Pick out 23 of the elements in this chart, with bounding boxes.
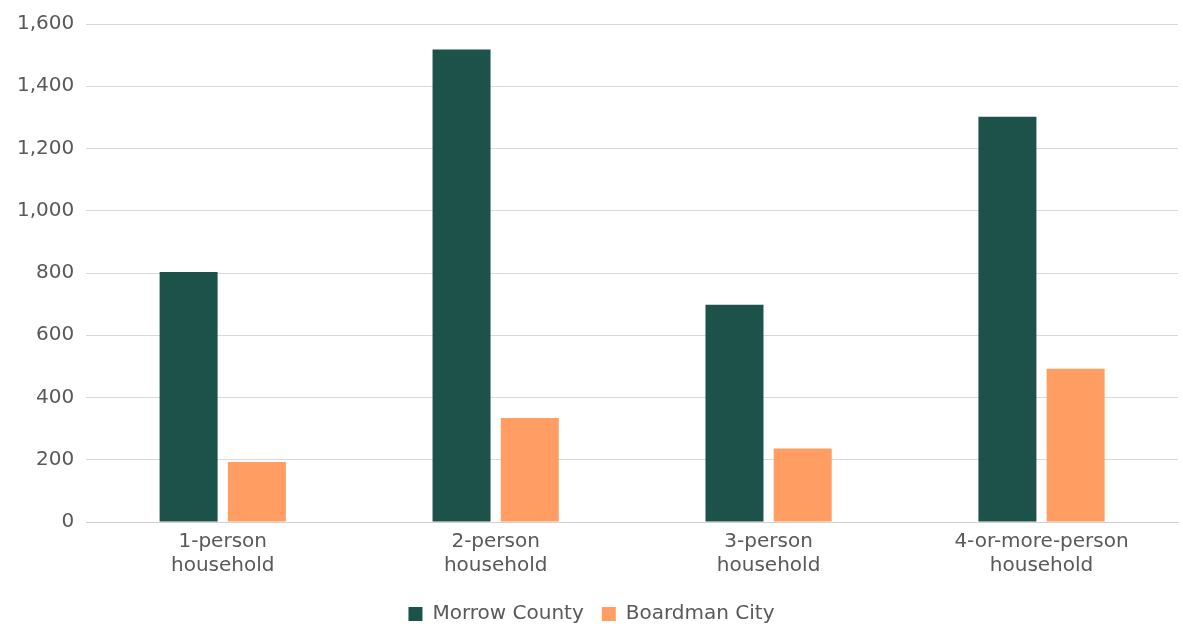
bar: [773, 448, 832, 522]
bar: [978, 116, 1037, 522]
y-tick-label: 200: [36, 445, 75, 470]
x-tick-label: 1-person household: [170, 528, 275, 577]
y-tick-label: 0: [61, 508, 75, 533]
legend-label: Morrow County: [432, 600, 584, 625]
y-tick-label: 1,000: [16, 196, 75, 221]
y-tick-label: 1,400: [16, 72, 75, 97]
x-tick-label: 3-person household: [716, 528, 821, 577]
y-tick-label: 1,200: [16, 134, 75, 159]
y-tick-label: 400: [36, 383, 75, 408]
y-tick-label: 1,600: [16, 10, 75, 35]
bar: [432, 49, 491, 522]
x-tick-label: 4-or-more-person household: [954, 528, 1129, 577]
legend-label: Boardman City: [625, 600, 775, 625]
bar: [1046, 368, 1105, 522]
y-tick-label: 800: [36, 259, 75, 284]
bar: [705, 304, 764, 522]
bar: [500, 418, 559, 522]
y-tick-label: 600: [36, 321, 75, 346]
x-tick-label: 2-person household: [443, 528, 548, 577]
bar: [159, 272, 218, 522]
bar: [227, 461, 286, 522]
